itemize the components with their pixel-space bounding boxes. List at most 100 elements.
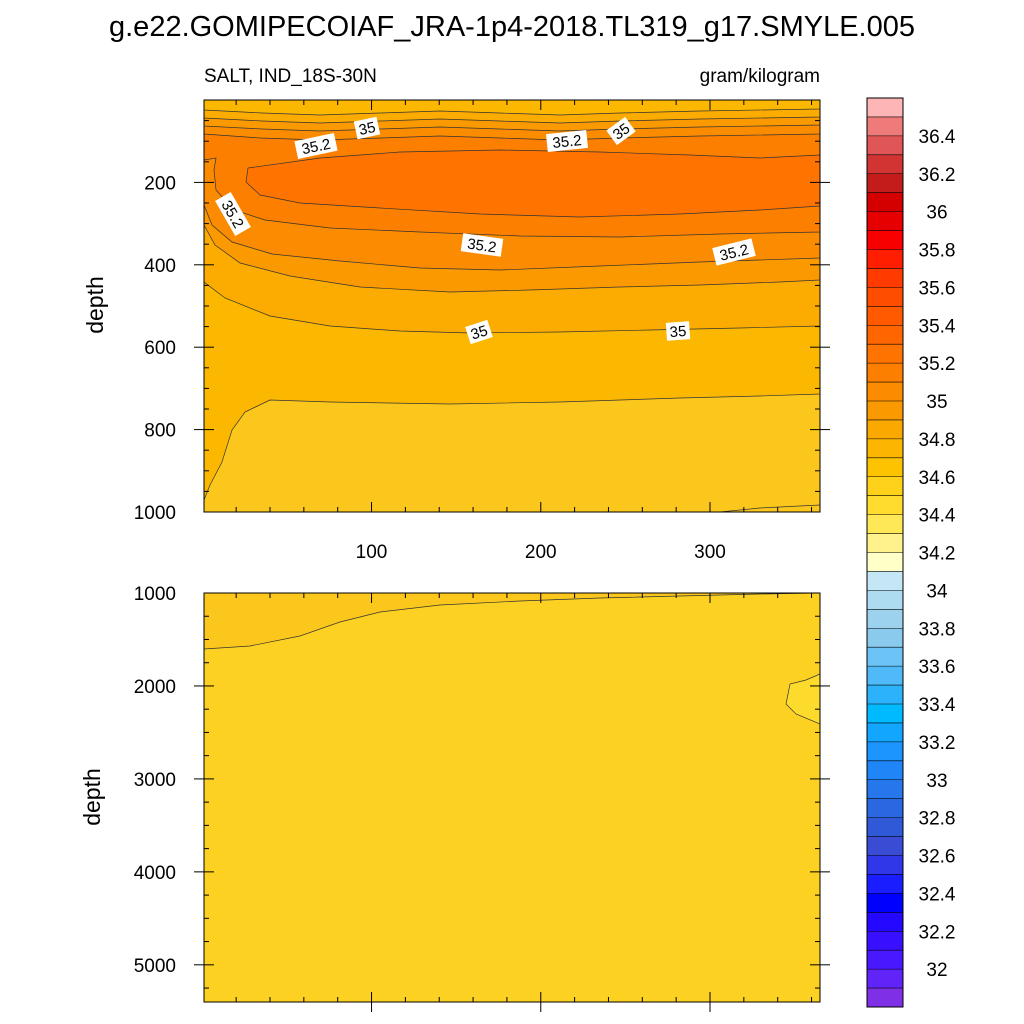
- y-tick-label: 3000: [134, 770, 176, 791]
- colorbar-swatch: [867, 779, 903, 799]
- colorbar-label: 33.6: [919, 657, 956, 678]
- colorbar-label: 35.2: [919, 354, 956, 375]
- colorbar-swatch: [867, 533, 903, 553]
- colorbar-swatch: [867, 268, 903, 288]
- x-tick-label: 200: [525, 542, 557, 563]
- colorbar-swatch: [867, 98, 903, 118]
- colorbar-label: 35.8: [919, 241, 956, 262]
- y-tick-label: 1000: [134, 503, 176, 524]
- colorbar-swatch: [867, 571, 903, 591]
- bottom-y-axis-label: depth: [79, 768, 105, 826]
- colorbar-label: 35.4: [919, 316, 956, 337]
- contour-label-text: 35.2: [718, 241, 750, 265]
- colorbar-swatch: [867, 969, 903, 989]
- colorbar-swatch: [867, 817, 903, 837]
- colorbar-swatch: [867, 988, 903, 1008]
- x-tick-label: 100: [356, 542, 388, 563]
- colorbar-swatch: [867, 173, 903, 193]
- contour-label-text: 35: [610, 120, 633, 144]
- colorbar-label: 33: [926, 771, 947, 792]
- y-tick-label: 2000: [134, 677, 176, 698]
- colorbar-label: 35.6: [919, 278, 956, 299]
- contour-label-text: 35.2: [552, 132, 583, 152]
- y-tick-label: 200: [144, 173, 176, 194]
- colorbar-swatch: [867, 211, 903, 231]
- contour-label-text: 35: [357, 119, 377, 139]
- colorbar-label: 36.2: [919, 165, 956, 186]
- bottom-plot-frame: [203, 592, 821, 1003]
- colorbar-label: 35: [926, 392, 947, 413]
- contour-label-box: [665, 321, 691, 341]
- colorbar-swatch: [867, 306, 903, 326]
- y-tick-label: 5000: [134, 956, 176, 977]
- y-tick-label: 4000: [134, 863, 176, 884]
- surface-band-4: [204, 100, 820, 116]
- contour-label-box: [215, 192, 251, 236]
- chart-title: g.e22.GOMIPECOIAF_JRA-1p4-2018.TL319_g17…: [109, 11, 915, 43]
- colorbar: 36.4 36.2 36 35.8 35.6 35.4 35.2 35 34.8 34.6 34.4…: [866, 97, 956, 1008]
- bottom-contour-field: [204, 593, 820, 1002]
- colorbar-swatch: [867, 287, 903, 307]
- contour-label-box: [545, 129, 589, 153]
- colorbar-swatch: [867, 438, 903, 459]
- colorbar-label: 34.8: [919, 430, 956, 451]
- colorbar-swatch: [867, 666, 903, 686]
- panel-right-label: gram/kilogram: [700, 66, 820, 87]
- band-34-9-deep: [204, 593, 820, 650]
- contour-label: 35.2: [545, 129, 589, 153]
- colorbar-swatch: [867, 135, 903, 156]
- colorbar-swatch: [867, 893, 903, 913]
- top-y-axis: 200 400 600 800 1000: [134, 120, 830, 524]
- band-35-4: [245, 149, 820, 218]
- colorbar-swatch: [867, 249, 903, 269]
- contour-label: 35: [665, 321, 691, 341]
- colorbar-swatch: [867, 495, 903, 515]
- top-panel: SALT, IND_18S-30N gram/kilogram 35 35.2 35…: [82, 66, 830, 563]
- colorbar-swatch: [867, 647, 903, 667]
- colorbar-label: 34: [926, 581, 948, 602]
- colorbar-label: 32.4: [919, 884, 956, 905]
- top-contour-field: [204, 100, 820, 512]
- colorbar-swatch: [867, 325, 903, 345]
- colorbar-label: 32.6: [919, 847, 956, 868]
- contour-label-box: [294, 132, 338, 160]
- bottom-y-axis: 1000 2000 3000 4000 5000: [134, 584, 830, 989]
- colorbar-swatch: [867, 760, 903, 781]
- colorbar-label: 33.4: [919, 695, 956, 716]
- colorbar-swatch: [867, 363, 903, 383]
- contour-label-text: 35: [469, 322, 490, 343]
- colorbar-swatch: [867, 590, 903, 610]
- colorbar-swatch: [867, 836, 903, 856]
- east-patch: [785, 673, 820, 725]
- colorbar-swatch: [867, 912, 903, 932]
- contour-label: 35.2: [712, 238, 756, 266]
- colorbar-swatch: [867, 154, 903, 175]
- colorbar-swatch: [867, 950, 903, 970]
- colorbar-swatch: [867, 192, 903, 212]
- colorbar-swatch: [867, 874, 903, 894]
- deep-contour: [719, 504, 820, 512]
- colorbar-swatch: [867, 230, 903, 250]
- colorbar-swatch: [867, 116, 903, 137]
- colorbar-label: 32: [926, 960, 947, 981]
- panel-left-label: SALT, IND_18S-30N: [204, 66, 377, 87]
- contour-label: 35: [606, 116, 636, 146]
- colorbar-swatch: [867, 609, 903, 629]
- colorbar-swatch: [867, 552, 903, 572]
- colorbar-label: 32.8: [919, 809, 956, 830]
- colorbar-swatch: [867, 628, 903, 648]
- top-x-axis: 100 200 300: [235, 100, 813, 563]
- y-tick-label: 1000: [134, 584, 176, 605]
- bottom-panel: 1000 2000 3000 4000 5000 depth: [79, 584, 830, 1012]
- colorbar-swatch: [867, 457, 903, 478]
- colorbar-swatch: [867, 798, 903, 818]
- colorbar-swatch: [867, 931, 903, 951]
- colorbar-swatch: [867, 401, 903, 421]
- colorbar-swatch: [867, 419, 903, 440]
- y-tick-label: 400: [144, 256, 176, 277]
- contour-label-box: [606, 116, 636, 146]
- colorbar-label: 34.6: [919, 468, 956, 489]
- colorbar-label: 34.2: [919, 544, 956, 565]
- top-y-axis-label: depth: [82, 276, 108, 334]
